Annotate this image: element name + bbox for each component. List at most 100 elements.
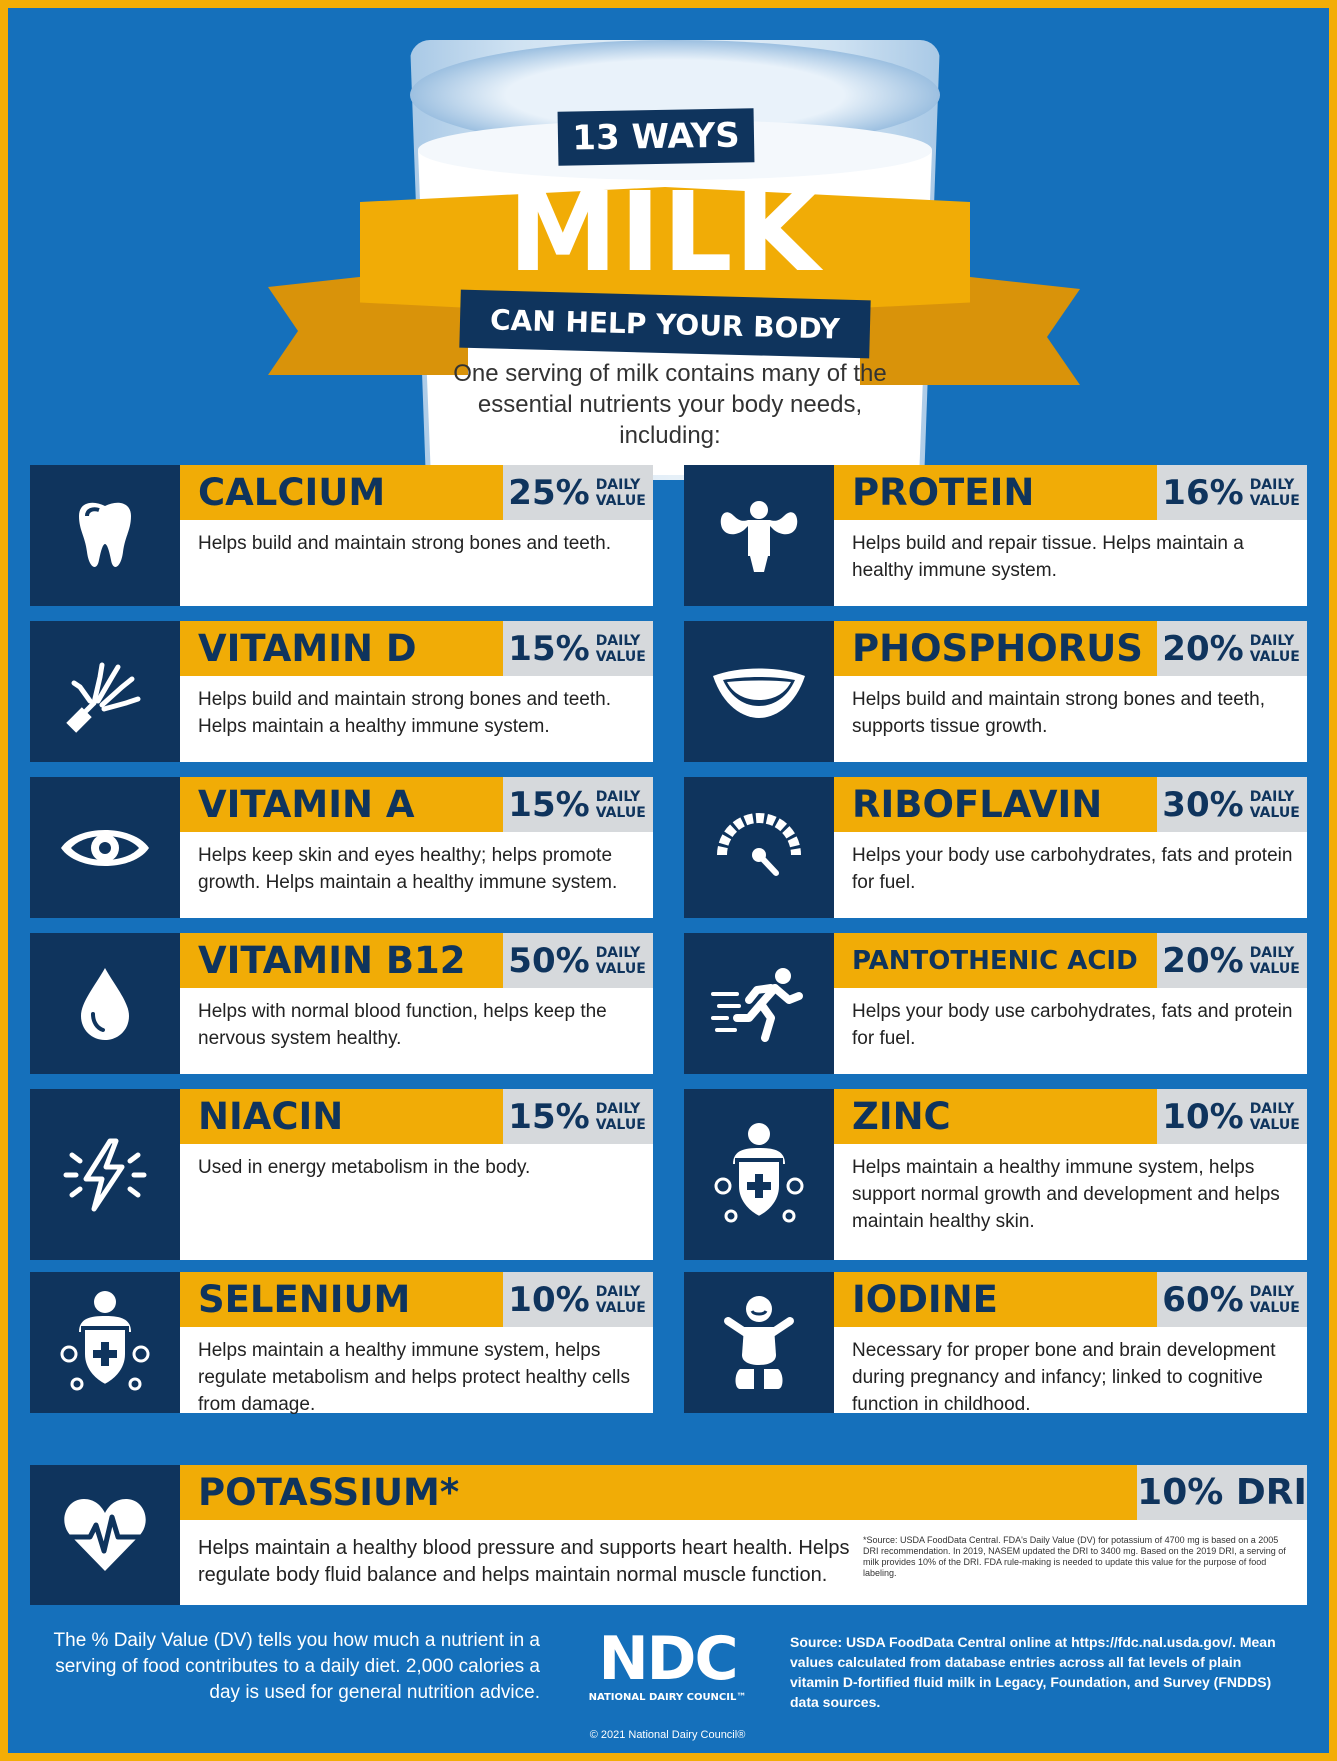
dv-note: The % Daily Value (DV) tells you how muc… <box>53 1630 540 1703</box>
hand-bones-icon <box>30 621 180 762</box>
heart-pulse-icon <box>30 1465 180 1605</box>
nutrient-description: Helps your body use carbohydrates, fats … <box>852 845 1293 893</box>
daily-value-percent: 25% <box>508 472 590 513</box>
daily-value-percent: 15% <box>508 628 590 669</box>
daily-value-percent: 50% <box>508 940 590 981</box>
nutrient-description: Helps maintain a healthy immune system, … <box>198 1340 630 1415</box>
daily-value-label: DAILY VALUE <box>1249 1283 1300 1316</box>
daily-value: 60% DAILY VALUE <box>1157 1272 1307 1327</box>
nutrient-name: CALCIUM <box>180 465 503 520</box>
daily-value-label: DAILY VALUE <box>595 788 646 821</box>
daily-value-label: DAILY VALUE <box>1249 944 1300 977</box>
subtitle-badge: CAN HELP YOUR BODY <box>459 289 871 359</box>
daily-value-percent: 20% <box>1162 628 1244 669</box>
nutrient-name: POTASSIUM* <box>180 1465 1137 1520</box>
nutrient-card-zinc: ZINC 10% DAILY VALUE Helps maintain a health… <box>684 1089 1307 1260</box>
logo-subtext: NATIONAL DAIRY COUNCIL™ <box>588 1692 747 1703</box>
subtitle-text: CAN HELP YOUR BODY <box>489 302 841 346</box>
gauge-icon <box>684 777 834 918</box>
copyright: © 2021 National Dairy Council® <box>589 1729 746 1741</box>
daily-value-label: DAILY VALUE <box>595 1100 646 1133</box>
daily-value-label: DAILY VALUE <box>1249 1100 1300 1133</box>
immune-shield-icon <box>684 1089 834 1260</box>
nutrient-card-vitamin-a: VITAMIN A 15% DAILY VALUE Helps keep skin an… <box>30 777 653 918</box>
daily-value-label: DAILY VALUE <box>1249 476 1300 509</box>
nutrient-name: PHOSPHORUS <box>834 621 1157 676</box>
ways-text: 13 WAYS <box>572 115 740 159</box>
nutrient-card-iodine: IODINE 60% DAILY VALUE Necessary for proper … <box>684 1272 1307 1415</box>
eye-icon <box>30 777 180 918</box>
nutrient-name: NIACIN <box>180 1089 503 1144</box>
daily-value: 15% DAILY VALUE <box>503 621 653 676</box>
daily-value: 25% DAILY VALUE <box>503 465 653 520</box>
muscle-icon <box>684 465 834 606</box>
logo-text: NDC <box>598 1624 738 1694</box>
dri-value: 10% DRI <box>1137 1465 1307 1520</box>
nutrient-card-pantothenic-acid: PANTOTHENIC ACID 20% DAILY VALUE Helps your … <box>684 933 1307 1074</box>
daily-value: 10% DAILY VALUE <box>1157 1089 1307 1144</box>
title-milk: MILK <box>508 168 822 296</box>
nutrient-card-riboflavin: RIBOFLAVIN 30% DAILY VALUE Helps your body u… <box>684 777 1307 918</box>
daily-value: 20% DAILY VALUE <box>1157 621 1307 676</box>
nutrient-card-calcium: CALCIUM 25% DAILY VALUE Helps build and main… <box>30 465 653 606</box>
nutrient-name: IODINE <box>834 1272 1157 1327</box>
nutrient-name: SELENIUM <box>180 1272 503 1327</box>
runner-icon <box>684 933 834 1074</box>
nutrient-description: Necessary for proper bone and brain deve… <box>852 1340 1276 1415</box>
nutrient-card-vitamin-d: VITAMIN D 15% DAILY VALUE Helps build and ma… <box>30 621 653 762</box>
nutrient-card-vitamin-b12: VITAMIN B12 50% DAILY VALUE Helps with norma… <box>30 933 653 1074</box>
nutrient-name: PROTEIN <box>834 465 1157 520</box>
daily-value: 20% DAILY VALUE <box>1157 933 1307 988</box>
lightning-icon <box>30 1089 180 1260</box>
daily-value-label: DAILY VALUE <box>595 1283 646 1316</box>
nutrient-card-niacin: NIACIN 15% DAILY VALUE Used in energy metabo… <box>30 1089 653 1260</box>
daily-value-percent: 16% <box>1162 472 1244 513</box>
ndc-logo: NDC NATIONAL DAIRY COUNCIL™ © 2021 Natio… <box>575 1628 760 1741</box>
nutrient-description: Helps your body use carbohydrates, fats … <box>852 1001 1293 1049</box>
nutrient-name: VITAMIN A <box>180 777 503 832</box>
daily-value: 15% DAILY VALUE <box>503 777 653 832</box>
nutrient-card-selenium: SELENIUM 10% DAILY VALUE Helps maintain a he… <box>30 1272 653 1415</box>
nutrient-description: Helps build and maintain strong bones an… <box>198 689 611 737</box>
nutrient-description: Helps with normal blood function, helps … <box>198 1001 607 1049</box>
daily-value: 16% DAILY VALUE <box>1157 465 1307 520</box>
daily-value-label: DAILY VALUE <box>1249 632 1300 665</box>
daily-value-percent: 15% <box>508 1096 590 1137</box>
ways-badge: 13 WAYS <box>557 108 755 166</box>
nutrient-description: Helps keep skin and eyes healthy; helps … <box>198 845 618 893</box>
dri-text: 10% DRI <box>1137 1472 1307 1513</box>
daily-value-percent: 60% <box>1162 1279 1244 1320</box>
potassium-footnote: *Source: USDA FoodData Central. FDA's Da… <box>863 1535 1286 1578</box>
daily-value-percent: 30% <box>1162 784 1244 825</box>
nutrient-card-potassium: POTASSIUM* 10% DRI Helps maintain a heal… <box>30 1465 1307 1605</box>
nutrient-description: Helps maintain a healthy blood pressure … <box>198 1537 850 1586</box>
tooth-icon <box>30 465 180 606</box>
nutrient-name: RIBOFLAVIN <box>834 777 1157 832</box>
daily-value-percent: 10% <box>508 1279 590 1320</box>
nutrient-name: VITAMIN D <box>180 621 503 676</box>
nutrient-description: Helps build and maintain strong bones an… <box>852 689 1265 737</box>
nutrient-card-phosphorus: PHOSPHORUS 20% DAILY VALUE Helps build and m… <box>684 621 1307 762</box>
daily-value-label: DAILY VALUE <box>595 476 646 509</box>
nutrient-description: Used in energy metabolism in the body. <box>198 1157 531 1178</box>
smile-icon <box>684 621 834 762</box>
source-note: Source: USDA FoodData Central online at … <box>790 1634 1276 1710</box>
daily-value: 10% DAILY VALUE <box>503 1272 653 1327</box>
daily-value-percent: 15% <box>508 784 590 825</box>
baby-icon <box>684 1272 834 1413</box>
daily-value-label: DAILY VALUE <box>595 632 646 665</box>
daily-value: 15% DAILY VALUE <box>503 1089 653 1144</box>
daily-value-percent: 20% <box>1162 940 1244 981</box>
nutrient-name: PANTOTHENIC ACID <box>834 933 1157 988</box>
daily-value-label: DAILY VALUE <box>595 944 646 977</box>
nutrient-description: Helps build and maintain strong bones an… <box>198 533 611 554</box>
nutrient-description: Helps build and repair tissue. Helps mai… <box>852 533 1244 581</box>
nutrient-description: Helps maintain a healthy immune system, … <box>852 1157 1280 1232</box>
daily-value: 30% DAILY VALUE <box>1157 777 1307 832</box>
immune-shield-icon <box>30 1272 180 1413</box>
nutrient-name: ZINC <box>834 1089 1157 1144</box>
blood-drop-icon <box>30 933 180 1074</box>
daily-value: 50% DAILY VALUE <box>503 933 653 988</box>
daily-value-label: DAILY VALUE <box>1249 788 1300 821</box>
nutrient-name: VITAMIN B12 <box>180 933 503 988</box>
